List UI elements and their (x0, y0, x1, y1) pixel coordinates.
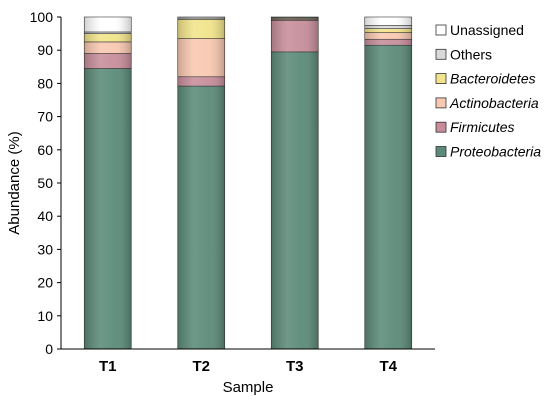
bar-segment-t1-proteobacteria (83, 68, 132, 350)
legend-swatch (435, 48, 447, 60)
y-tick-label: 30 (37, 241, 53, 257)
x-tick-label-t2: T2 (192, 358, 210, 375)
x-tick-label-t4: T4 (379, 358, 397, 375)
bar-segment-t4-bacteroidetes (364, 28, 413, 33)
legend-label: Actinobacteria (449, 95, 539, 111)
bar-segment-t4-proteobacteria (364, 44, 413, 350)
bar-segment-t1-unassigned (83, 16, 132, 33)
legend-item-others: Others (435, 46, 492, 62)
y-axis-ticks: 0 10 20 30 40 50 60 70 80 90 100 (30, 9, 61, 357)
y-tick-label: 90 (37, 42, 53, 58)
y-tick-label: 20 (37, 275, 53, 291)
bar-segment-t3-firmicutes (270, 20, 319, 53)
legend-swatch (435, 24, 447, 36)
y-tick-label: 0 (45, 341, 53, 357)
bar-segment-t4-unassigned (364, 16, 413, 26)
bar-segment-t2-actinobacteria (177, 38, 226, 78)
legend-swatch (435, 121, 447, 133)
bar-segment-t3-proteobacteria (270, 51, 319, 350)
x-tick-label-t3: T3 (286, 358, 304, 375)
y-tick-label: 70 (37, 109, 53, 125)
bar-segment-t2-bacteroidetes (177, 19, 226, 39)
legend-item-proteobacteria: Proteobacteria (435, 144, 541, 160)
legend-swatch (435, 146, 447, 157)
bar-segment-t2-proteobacteria (177, 85, 226, 350)
legend-label: Firmicutes (450, 119, 515, 135)
bars-layer (83, 16, 413, 350)
y-tick-label: 60 (37, 142, 53, 158)
bar-segment-t3-unassigned (270, 16, 319, 18)
legend-label: Proteobacteria (450, 144, 541, 160)
legend-label: Unassigned (450, 22, 524, 38)
bar-segment-t4-others (364, 24, 413, 29)
legend-item-actinobacteria: Actinobacteria (435, 95, 539, 111)
x-tick-label-t1: T1 (99, 358, 117, 375)
y-axis-title: Abundance (%) (6, 131, 23, 234)
y-tick-label: 50 (37, 175, 53, 191)
legend-label: Others (450, 46, 492, 62)
legend-item-unassigned: Unassigned (435, 22, 524, 38)
x-axis-labels: T1 T2 T3 T4 (99, 358, 398, 375)
legend: Unassigned Others Bacteroidetes Actinobacte… (435, 22, 541, 160)
legend-label: Bacteroidetes (450, 71, 536, 87)
y-tick-label: 100 (30, 9, 54, 25)
y-tick-label: 80 (37, 75, 53, 91)
legend-item-bacteroidetes: Bacteroidetes (435, 71, 536, 87)
bar-segment-t4-actinobacteria (364, 32, 413, 40)
legend-swatch (435, 73, 447, 84)
bar-segment-t2-unassigned (177, 16, 226, 19)
bar-segment-t1-bacteroidetes (83, 33, 132, 43)
bar-segment-t2-firmicutes (177, 76, 226, 87)
x-axis-title: Sample (223, 379, 274, 396)
bar-segment-t1-actinobacteria (83, 41, 132, 54)
bar-segment-t1-firmicutes (83, 53, 132, 69)
legend-item-firmicutes: Firmicutes (435, 119, 515, 135)
y-tick-label: 10 (37, 308, 53, 324)
y-tick-label: 40 (37, 208, 53, 224)
legend-swatch (435, 97, 447, 109)
bar-segment-t4-firmicutes (364, 38, 413, 46)
